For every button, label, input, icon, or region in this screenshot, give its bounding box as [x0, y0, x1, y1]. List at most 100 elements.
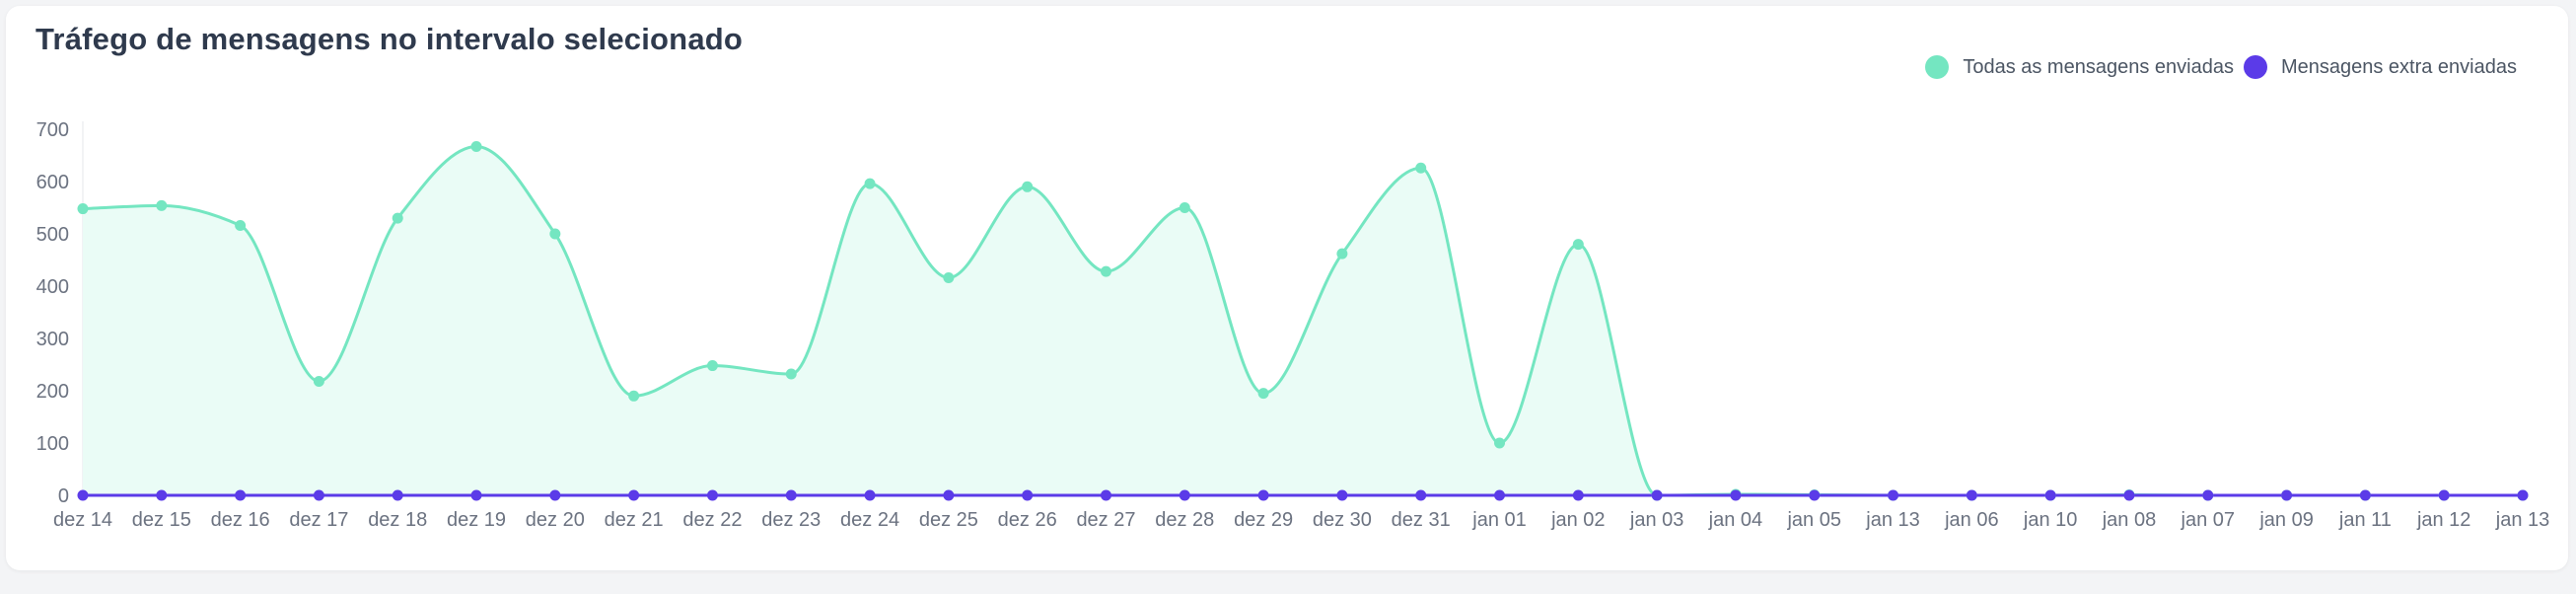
point-all-messages-8 — [706, 360, 718, 372]
x-tick-label-15: dez 29 — [1234, 509, 1293, 531]
point-extra-messages-24 — [1966, 489, 1977, 501]
point-extra-messages-28 — [2281, 489, 2293, 501]
legend-swatch-all-messages — [1925, 55, 1950, 79]
x-tick-label-2: dez 16 — [211, 509, 270, 531]
point-all-messages-0 — [77, 203, 89, 215]
point-extra-messages-13 — [1100, 489, 1111, 501]
point-extra-messages-20 — [1651, 489, 1663, 501]
x-tick-label-9: dez 23 — [761, 509, 821, 531]
point-all-messages-11 — [943, 272, 955, 284]
point-extra-messages-10 — [864, 489, 876, 501]
x-tick-label-20: jan 03 — [1629, 509, 1684, 531]
point-extra-messages-14 — [1179, 489, 1190, 501]
x-tick-label-6: dez 20 — [526, 509, 585, 531]
point-extra-messages-23 — [1888, 489, 1899, 501]
legend-item-extra-messages[interactable]: Mensagens extra enviadas — [2243, 55, 2517, 79]
x-tick-label-19: jan 02 — [1550, 509, 1606, 531]
x-tick-label-10: dez 24 — [840, 509, 899, 531]
point-all-messages-7 — [628, 390, 640, 402]
x-tick-label-28: jan 09 — [2258, 509, 2314, 531]
point-all-messages-6 — [549, 228, 561, 240]
point-all-messages-9 — [785, 368, 797, 380]
y-tick-label-500: 500 — [36, 224, 69, 246]
point-extra-messages-25 — [2044, 489, 2056, 501]
point-extra-messages-19 — [1572, 489, 1584, 501]
point-extra-messages-11 — [943, 489, 955, 501]
point-extra-messages-12 — [1022, 489, 1034, 501]
point-all-messages-18 — [1494, 437, 1506, 449]
x-tick-label-5: dez 19 — [447, 509, 506, 531]
y-tick-label-100: 100 — [36, 433, 69, 455]
legend-label-all-messages: Todas as mensagens enviadas — [1963, 55, 2234, 78]
point-extra-messages-29 — [2359, 489, 2371, 501]
y-tick-label-700: 700 — [36, 119, 69, 141]
point-extra-messages-15 — [1257, 489, 1269, 501]
x-tick-label-22: jan 05 — [1786, 509, 1841, 531]
x-tick-label-11: dez 25 — [919, 509, 978, 531]
point-all-messages-14 — [1179, 202, 1190, 213]
point-extra-messages-4 — [392, 489, 403, 501]
point-extra-messages-5 — [470, 489, 482, 501]
x-tick-label-26: jan 08 — [2102, 509, 2157, 531]
x-tick-label-3: dez 17 — [289, 509, 348, 531]
chart-legend: Todas as mensagens enviadas Mensagens ex… — [1925, 55, 2517, 79]
chart-title: Tráfego de mensagens no intervalo seleci… — [36, 22, 744, 56]
point-extra-messages-8 — [706, 489, 718, 501]
point-extra-messages-6 — [549, 489, 561, 501]
point-extra-messages-21 — [1730, 489, 1742, 501]
point-all-messages-2 — [235, 220, 247, 232]
point-extra-messages-7 — [628, 489, 640, 501]
point-extra-messages-2 — [235, 489, 247, 501]
y-tick-label-0: 0 — [58, 485, 69, 507]
x-tick-label-0: dez 14 — [53, 509, 112, 531]
point-extra-messages-9 — [785, 489, 797, 501]
x-tick-label-12: dez 26 — [998, 509, 1057, 531]
x-tick-label-16: dez 30 — [1313, 509, 1372, 531]
point-extra-messages-22 — [1809, 489, 1821, 501]
y-tick-label-400: 400 — [36, 276, 69, 298]
x-tick-label-21: jan 04 — [1708, 509, 1763, 531]
point-all-messages-16 — [1336, 248, 1348, 260]
point-extra-messages-17 — [1415, 489, 1427, 501]
point-extra-messages-18 — [1494, 489, 1506, 501]
x-tick-label-24: jan 06 — [1944, 509, 1999, 531]
point-all-messages-10 — [864, 178, 876, 189]
x-tick-label-23: jan 13 — [1865, 509, 1920, 531]
point-all-messages-1 — [156, 199, 168, 211]
x-tick-label-29: jan 11 — [2338, 509, 2392, 531]
point-all-messages-12 — [1022, 181, 1034, 192]
point-extra-messages-16 — [1336, 489, 1348, 501]
x-tick-label-30: jan 12 — [2416, 509, 2471, 531]
point-extra-messages-27 — [2202, 489, 2214, 501]
point-all-messages-13 — [1100, 265, 1111, 277]
point-all-messages-3 — [313, 375, 324, 387]
legend-label-extra-messages: Mensagens extra enviadas — [2280, 55, 2517, 78]
legend-item-all-messages[interactable]: Todas as mensagens enviadas — [1925, 55, 2234, 79]
x-tick-label-8: dez 22 — [682, 509, 742, 531]
x-tick-label-18: jan 01 — [1471, 509, 1527, 531]
point-all-messages-5 — [470, 140, 482, 152]
x-tick-label-27: jan 07 — [2181, 509, 2236, 531]
point-extra-messages-0 — [77, 489, 89, 501]
legend-swatch-extra-messages — [2243, 55, 2267, 79]
point-extra-messages-30 — [2438, 489, 2450, 501]
x-tick-label-31: jan 13 — [2495, 509, 2550, 531]
point-extra-messages-1 — [156, 489, 168, 501]
y-tick-label-300: 300 — [36, 329, 69, 350]
point-all-messages-4 — [392, 212, 403, 224]
point-all-messages-19 — [1572, 239, 1584, 251]
y-tick-label-600: 600 — [36, 172, 69, 193]
point-extra-messages-26 — [2123, 489, 2135, 501]
x-tick-label-13: dez 27 — [1076, 509, 1135, 531]
series-all-messages-area — [83, 146, 2523, 496]
x-tick-label-17: dez 31 — [1392, 509, 1451, 531]
point-extra-messages-31 — [2517, 489, 2529, 501]
y-tick-label-200: 200 — [36, 381, 69, 403]
x-tick-label-25: jan 10 — [2023, 509, 2078, 531]
point-all-messages-17 — [1415, 162, 1427, 174]
x-tick-label-14: dez 28 — [1155, 509, 1214, 531]
point-all-messages-15 — [1257, 388, 1269, 400]
point-extra-messages-3 — [313, 489, 324, 501]
x-tick-label-1: dez 15 — [132, 509, 191, 531]
